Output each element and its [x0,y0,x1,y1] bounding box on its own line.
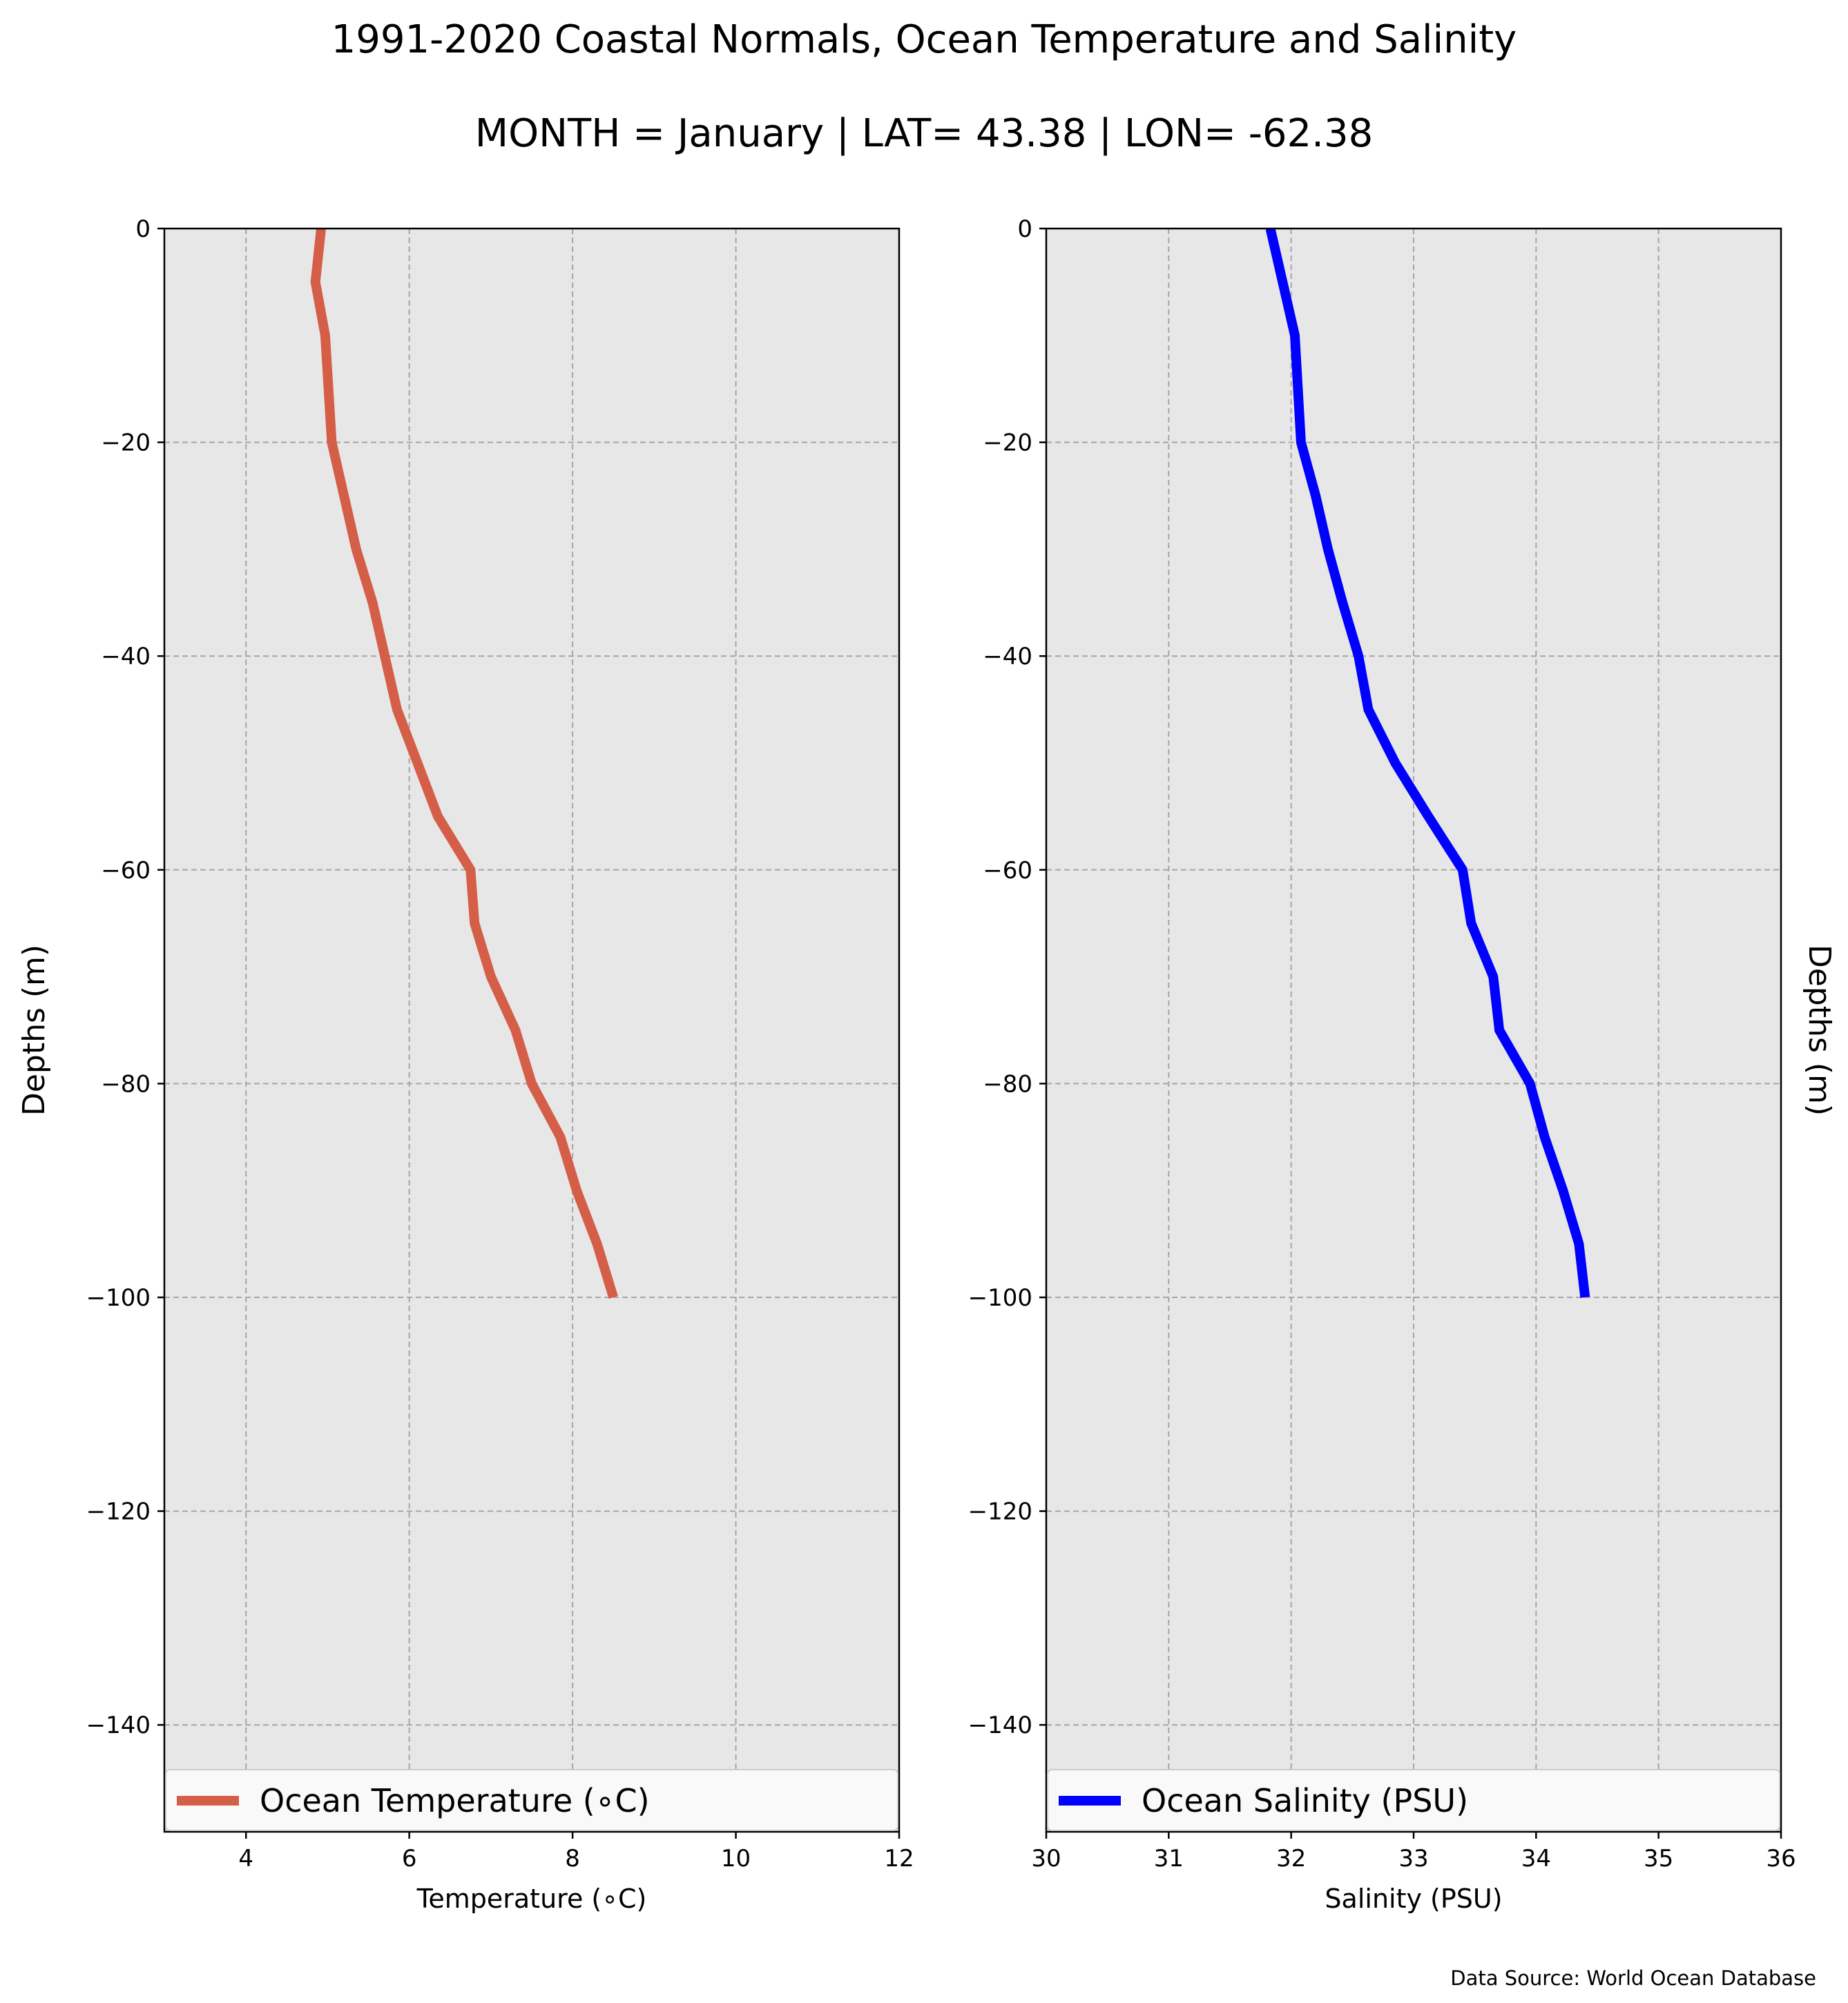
legend: Ocean Salinity (PSU) [1047,1769,1780,1831]
legend-label: Ocean Salinity (PSU) [1142,1782,1468,1819]
y-tick-label: −80 [101,1070,151,1098]
temperature-panel: 4 6 8 10 12 0 −20 −40 −60 −80 −100 −120 −140 Temperat… [17,215,914,1914]
y-tick-label: −120 [86,1498,151,1526]
y-tick-label: −60 [983,857,1032,884]
y-tick-label: −60 [101,857,151,884]
plot-area [164,229,899,1832]
y-tick-label: −140 [86,1712,151,1739]
y-tick-label: −120 [968,1498,1032,1526]
x-tick-label: 6 [402,1845,417,1873]
y-tick-label: −20 [101,429,151,457]
x-tick-label: 8 [565,1845,580,1873]
y-tick-label: −100 [86,1284,151,1312]
series-line [310,228,618,1299]
x-tick-label: 34 [1521,1845,1551,1873]
y-tick-label: −40 [983,643,1032,670]
legend-frame [165,1769,898,1831]
x-tick-label: 30 [1031,1845,1061,1873]
y-axis-label: Depths (m) [1802,945,1837,1116]
x-tick-label: 4 [238,1845,253,1873]
x-axis-label: Salinity (PSU) [1325,1884,1502,1914]
x-tick-label: 10 [721,1845,751,1873]
salinity-panel: 30 31 32 33 34 35 36 0 −20 −40 −60 −80 −100 −120 −140 S… [968,215,1837,1914]
legend: Ocean Temperature (∘C) [165,1769,898,1831]
y-tick-label: −40 [101,643,151,670]
legend-label: Ocean Temperature (∘C) [260,1782,650,1819]
y-tick-label: 0 [1017,215,1032,243]
x-tick-label: 31 [1154,1845,1184,1873]
axes-frame [163,227,901,1833]
x-axis-label: Temperature (∘C) [416,1884,647,1914]
series-line [1265,227,1590,1298]
y-tick-label: 0 [135,215,151,243]
y-tick-label: −20 [983,429,1032,457]
x-tick-label: 32 [1276,1845,1306,1873]
data-source-note: Data Source: World Ocean Database [1450,1966,1816,1990]
figure-title: 1991-2020 Coastal Normals, Ocean Tempera… [331,17,1517,62]
x-tick-label: 35 [1644,1845,1673,1873]
y-tick-label: −140 [968,1712,1032,1739]
legend-frame [1047,1769,1780,1831]
y-tick-label: −80 [983,1070,1032,1098]
y-axis-label: Depths (m) [17,945,52,1116]
figure-subtitle: MONTH = January | LAT= 43.38 | LON= -62.… [475,111,1373,156]
x-tick-label: 12 [884,1845,914,1873]
x-tick-label: 33 [1398,1845,1428,1873]
y-tick-label: −100 [968,1284,1032,1312]
x-tick-label: 36 [1766,1845,1796,1873]
